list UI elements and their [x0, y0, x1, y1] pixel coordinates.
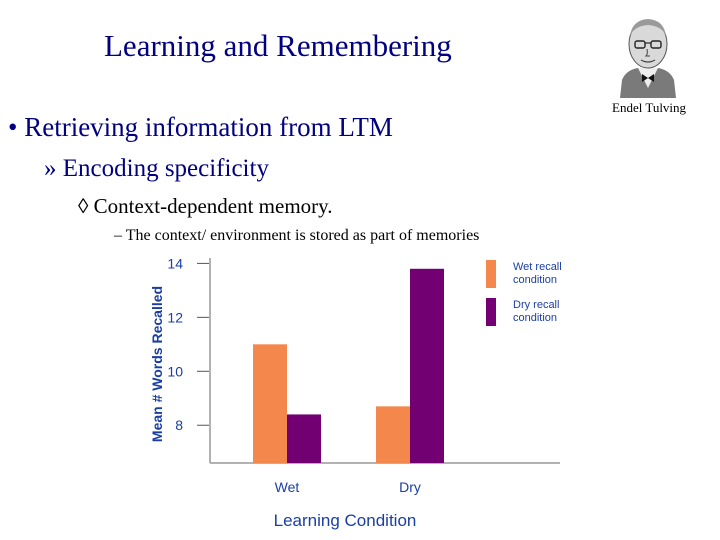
bar-wet-series-2	[287, 414, 321, 463]
y-tick-label: 14	[167, 255, 183, 271]
bullet-level-3: ◊ Context-dependent memory.	[78, 194, 333, 219]
bullet-marker: –	[114, 227, 122, 244]
bullet-marker: »	[44, 155, 57, 182]
x-category-label: Dry	[399, 479, 421, 495]
bar-dry-series-1	[376, 406, 410, 463]
slide-title: Learning and Remembering	[104, 28, 452, 63]
bullet-text: Context-dependent memory.	[93, 194, 333, 218]
x-category-label: Wet	[275, 479, 300, 495]
bullet-level-1: • Retrieving information from LTM	[8, 112, 393, 143]
bullet-marker: •	[8, 112, 18, 142]
legend-swatch	[486, 298, 496, 326]
bullet-text: The context/ environment is stored as pa…	[125, 227, 480, 244]
portrait-caption: Endel Tulving	[612, 100, 687, 115]
legend-swatch	[486, 260, 496, 288]
bar-dry-series-2	[410, 268, 444, 463]
bullet-text: Encoding specificity	[62, 155, 269, 182]
y-axis-label: Mean # Words Recalled	[149, 286, 165, 442]
bullet-level-4: – The context/ environment is stored as …	[114, 227, 479, 245]
bullet-level-2: » Encoding specificity	[44, 155, 269, 183]
x-axis-label: Learning Condition	[274, 511, 417, 530]
y-tick-label: 12	[167, 309, 183, 325]
portrait-image	[612, 12, 684, 98]
bar-chart: 8 10 12 14 Wet Dry Wet recall condition Dry re…	[145, 250, 565, 534]
bullet-text: Retrieving information from LTM	[24, 112, 393, 142]
legend-label: Dry recall condition	[513, 299, 559, 324]
y-tick-label: 8	[175, 417, 183, 433]
legend-label: Wet recall condition	[513, 261, 562, 286]
y-tick-label: 10	[167, 363, 183, 379]
bullet-marker: ◊	[78, 194, 89, 218]
bar-wet-series-1	[253, 344, 287, 463]
